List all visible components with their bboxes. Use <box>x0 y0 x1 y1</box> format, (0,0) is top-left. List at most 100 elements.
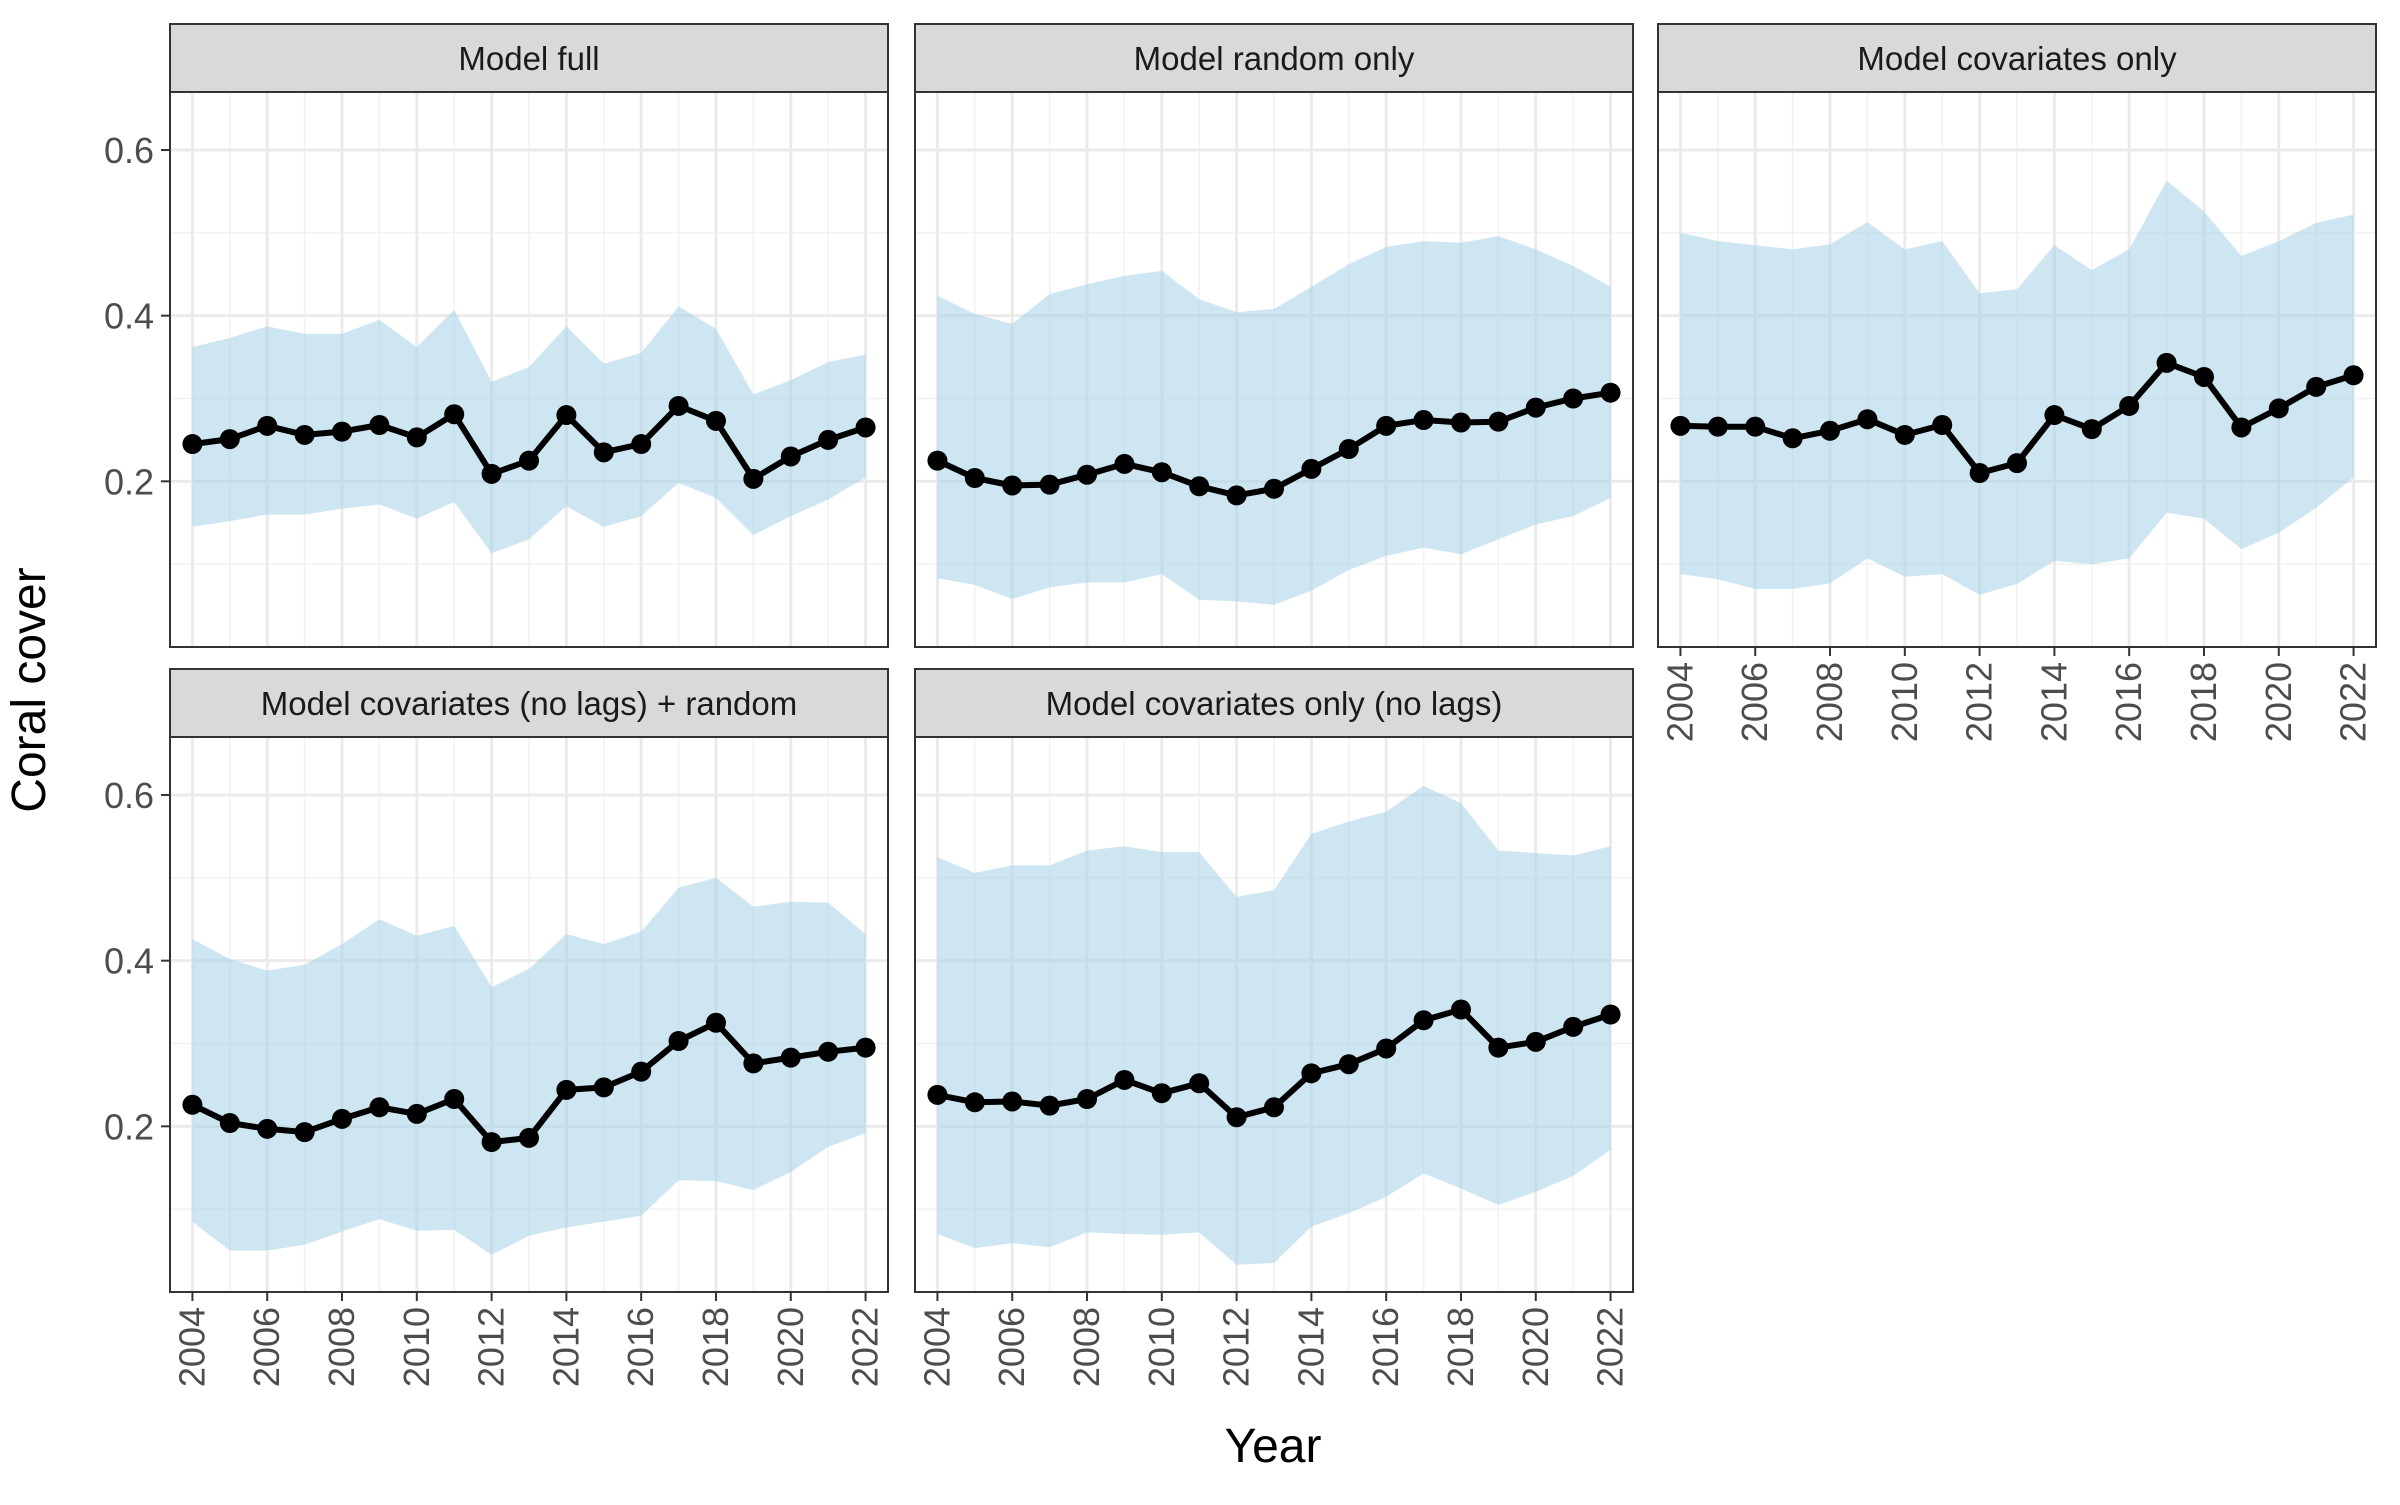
data-point <box>964 1092 985 1113</box>
panel-title: Model covariates only (no lags) <box>1046 685 1503 722</box>
data-point <box>2156 352 2177 373</box>
data-point <box>1600 382 1621 403</box>
data-point <box>1114 453 1135 474</box>
x-tick-label: 2008 <box>1809 662 1850 742</box>
data-point <box>1969 463 1990 484</box>
data-point <box>1226 1107 1247 1128</box>
x-tick-label: 2018 <box>1440 1307 1481 1387</box>
data-point <box>1376 1038 1397 1059</box>
data-point <box>2007 453 2027 474</box>
y-tick-label: 0.4 <box>104 296 154 337</box>
data-point <box>2268 398 2289 419</box>
data-point <box>1264 1097 1284 1118</box>
data-point <box>1039 474 1060 495</box>
data-point <box>1670 415 1691 436</box>
x-tick-label: 2016 <box>1365 1307 1406 1387</box>
panel-title: Model random only <box>1134 40 1415 77</box>
x-tick-label: 2018 <box>2183 662 2224 742</box>
panel-border <box>914 736 1634 1293</box>
data-point <box>219 1113 240 1134</box>
y-tick-label: 0.6 <box>104 130 154 171</box>
data-point <box>332 1108 353 1129</box>
data-point <box>1338 1054 1359 1075</box>
credible-interval-ribbon <box>192 306 866 554</box>
x-tick-label: 2006 <box>246 1307 287 1387</box>
data-point <box>1782 428 1803 449</box>
data-point <box>182 434 203 455</box>
data-point <box>1413 1010 1434 1031</box>
data-point <box>1002 1091 1023 1112</box>
panel-strip <box>914 668 1634 738</box>
data-point <box>369 1097 390 1118</box>
data-point <box>1820 420 1841 441</box>
data-point <box>2081 419 2102 440</box>
credible-interval-ribbon <box>937 785 1611 1265</box>
data-point <box>369 415 390 435</box>
data-point <box>2306 376 2327 397</box>
data-point <box>668 1031 689 1052</box>
x-tick-label: 2014 <box>545 1307 586 1387</box>
data-point <box>1077 1088 1098 1109</box>
data-point <box>1189 1073 1210 1094</box>
data-point <box>1226 485 1247 506</box>
x-tick-label: 2004 <box>1659 662 1700 742</box>
data-point <box>1450 999 1471 1020</box>
data-point <box>631 434 652 455</box>
x-tick-label: 2004 <box>916 1307 957 1387</box>
x-tick-label: 2008 <box>321 1307 362 1387</box>
x-tick-label: 2012 <box>1959 662 2000 742</box>
x-axis-title: Year <box>1225 1420 1322 1473</box>
data-point <box>1151 1083 1172 1104</box>
data-point <box>1301 1063 1322 1084</box>
x-tick-label: 2006 <box>991 1307 1032 1387</box>
data-point <box>1600 1004 1621 1025</box>
panel-strip <box>914 23 1634 93</box>
panel-border <box>914 91 1634 648</box>
data-point <box>444 1088 465 1109</box>
panel-1: Model full 0.2 0.4 0.6 <box>104 23 889 648</box>
data-point <box>1301 458 1322 479</box>
data-point <box>294 424 315 445</box>
data-point <box>1039 1095 1060 1116</box>
data-point <box>1525 397 1546 418</box>
x-tick-label: 2018 <box>695 1307 736 1387</box>
data-point <box>593 1077 614 1098</box>
data-point <box>332 421 353 442</box>
data-point <box>1450 412 1471 433</box>
credible-interval-ribbon <box>1680 180 2354 595</box>
panel-border <box>169 91 889 648</box>
data-point <box>705 410 726 431</box>
panel-4: Model covariates (no lags) + random 0.2 0.… <box>104 668 889 1387</box>
data-point <box>780 446 801 467</box>
data-point <box>2193 366 2214 387</box>
panel-title: Model covariates only <box>1857 40 2177 77</box>
x-tick-label: 2006 <box>1734 662 1775 742</box>
panel-3: Model covariates only 2004 2006 2008 2010 201… <box>1657 23 2377 742</box>
data-point <box>406 427 427 448</box>
panel-5: Model covariates only (no lags) 2004 2006 2… <box>914 668 1634 1387</box>
data-point <box>556 405 577 426</box>
y-axis-title: Coral cover <box>3 567 56 812</box>
x-tick-label: 2014 <box>2033 662 2074 742</box>
data-point <box>964 468 985 489</box>
data-point <box>1077 464 1098 485</box>
panel-strip <box>1657 23 2377 93</box>
panel-strip <box>169 668 889 738</box>
data-point <box>481 1132 502 1153</box>
x-tick-label: 2010 <box>1141 1307 1182 1387</box>
data-point <box>927 450 948 471</box>
x-tick-label: 2012 <box>471 1307 512 1387</box>
x-tick-label: 2014 <box>1290 1307 1331 1387</box>
data-point <box>1488 1037 1509 1058</box>
data-point <box>855 417 876 438</box>
data-point <box>519 1127 539 1148</box>
data-point <box>743 468 764 489</box>
x-tick-label: 2010 <box>1884 662 1925 742</box>
data-point <box>182 1094 203 1115</box>
data-point <box>1413 410 1434 431</box>
x-tick-label: 2016 <box>620 1307 661 1387</box>
y-tick-label: 0.2 <box>104 1106 154 1147</box>
x-tick-label: 2020 <box>2258 662 2299 742</box>
panel-title: Model covariates (no lags) + random <box>261 685 798 722</box>
